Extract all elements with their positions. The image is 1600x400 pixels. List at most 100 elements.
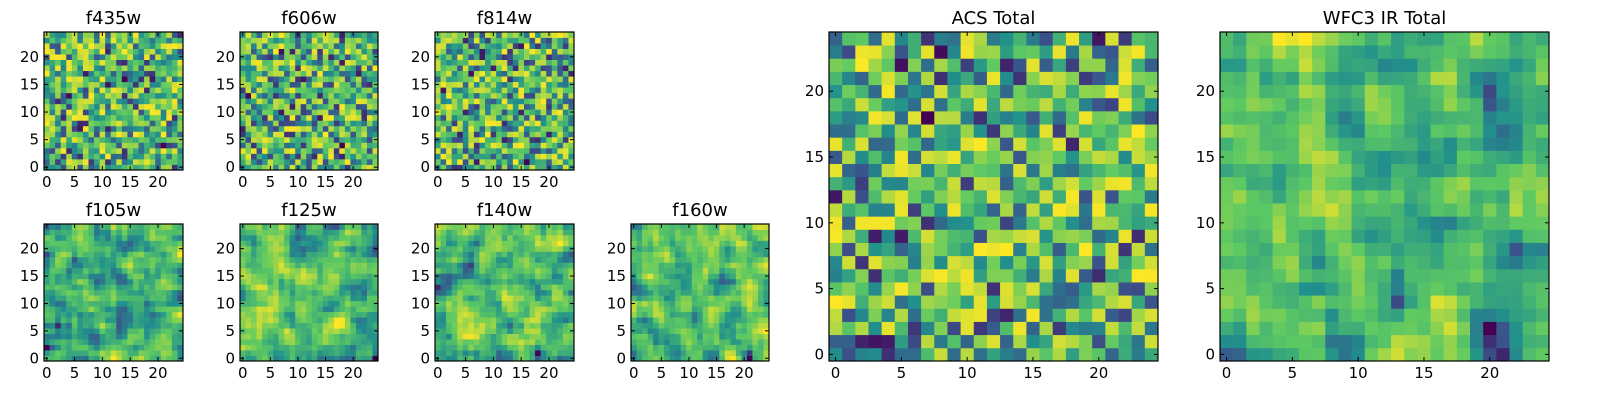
heatmap-cell <box>752 240 759 247</box>
heatmap-cell <box>435 284 441 291</box>
heatmap-cell <box>468 284 475 291</box>
heatmap-cell <box>171 322 178 329</box>
heatmap-cell <box>278 333 285 340</box>
heatmap-cell <box>535 65 542 72</box>
heatmap-cell <box>636 300 643 307</box>
heatmap-cell <box>658 322 665 329</box>
heatmap-cell <box>66 37 73 44</box>
heatmap-cell <box>675 273 682 280</box>
heatmap-cell <box>642 311 648 318</box>
heatmap-cell <box>149 273 156 280</box>
heatmap-cell <box>440 76 447 83</box>
heatmap-cell <box>149 245 156 252</box>
heatmap-cell <box>300 87 307 94</box>
heatmap-cell <box>121 114 128 121</box>
heatmap-cell <box>284 251 291 258</box>
heatmap-cell <box>1065 163 1080 178</box>
heatmap-cell <box>529 43 536 49</box>
heatmap-cell <box>702 229 709 236</box>
heatmap-cell <box>664 355 671 362</box>
y-tick-label: 0 <box>420 349 430 367</box>
heatmap-cell <box>77 125 84 132</box>
heatmap-cell <box>306 229 313 236</box>
heatmap-cell <box>451 32 458 38</box>
heatmap-cell <box>300 92 307 99</box>
heatmap-cell <box>446 317 453 324</box>
heatmap-cell <box>457 333 464 340</box>
heatmap-cell <box>289 120 296 127</box>
heatmap-cell <box>289 37 296 44</box>
heatmap-cell <box>105 136 112 143</box>
heatmap-cell <box>501 300 508 307</box>
heatmap-cell <box>518 245 525 252</box>
heatmap-cell <box>1026 321 1040 336</box>
heatmap-cell <box>647 339 654 345</box>
heatmap-cell <box>278 87 285 94</box>
heatmap-cell <box>507 136 514 143</box>
heatmap-cell <box>110 355 117 362</box>
heatmap-cell <box>317 284 324 291</box>
heatmap-cell <box>468 273 475 280</box>
heatmap-cell <box>60 147 67 154</box>
heatmap-cell <box>551 70 558 77</box>
heatmap-cell <box>240 70 246 77</box>
heatmap-cell <box>757 317 764 324</box>
heatmap-cell <box>468 328 475 334</box>
heatmap-cell <box>1079 334 1093 349</box>
x-tick-label: 15 <box>707 364 726 382</box>
heatmap-cell <box>245 344 252 351</box>
heatmap-cell <box>518 306 525 313</box>
heatmap-cell <box>177 131 184 138</box>
heatmap-cell <box>518 37 525 44</box>
heatmap-cell <box>702 317 709 324</box>
heatmap-cell <box>479 322 486 329</box>
heatmap-cell <box>361 229 368 236</box>
heatmap-cell <box>267 76 274 83</box>
heatmap-cell <box>691 339 698 345</box>
heatmap-cell <box>60 59 67 66</box>
heatmap-cell <box>149 328 156 334</box>
heatmap-cell <box>94 114 100 121</box>
heatmap-cell <box>631 278 637 285</box>
heatmap-cell <box>697 344 704 351</box>
heatmap-cell <box>730 262 737 269</box>
heatmap-cell <box>457 284 464 291</box>
heatmap-cell <box>669 300 676 307</box>
heatmap-cell <box>278 317 285 324</box>
heatmap-cell <box>934 308 948 322</box>
heatmap-cell <box>240 87 246 94</box>
heatmap-cell <box>289 76 296 83</box>
x-tick-label: 10 <box>288 173 307 191</box>
heatmap-cell <box>44 350 50 356</box>
heatmap-cell <box>155 256 162 263</box>
heatmap-cell <box>730 289 737 296</box>
heatmap-cell <box>77 306 84 313</box>
heatmap-cell <box>960 229 975 243</box>
heatmap-cell <box>49 317 56 324</box>
heatmap-cell <box>960 255 975 270</box>
heatmap-cell <box>752 224 759 230</box>
heatmap-cell <box>355 65 362 72</box>
heatmap-cell <box>300 120 307 127</box>
heatmap-cell <box>300 311 307 318</box>
heatmap-cell <box>82 240 89 247</box>
heatmap-cell <box>144 70 151 77</box>
heatmap-cell <box>300 59 307 66</box>
heatmap-cell <box>99 76 106 83</box>
heatmap-cell <box>691 273 698 280</box>
heatmap-cell <box>724 311 731 318</box>
x-tick-label: 15 <box>121 173 140 191</box>
heatmap-cell <box>77 43 84 49</box>
heatmap-cell <box>562 32 569 38</box>
heatmap-cell <box>507 339 514 345</box>
heatmap-cell <box>262 234 268 241</box>
heatmap-cell <box>490 76 497 83</box>
heatmap-cell <box>66 114 73 121</box>
heatmap-cell <box>94 59 100 66</box>
heatmap-cell <box>366 333 373 340</box>
heatmap-cell <box>557 295 564 302</box>
heatmap-cell <box>344 278 351 285</box>
heatmap-cell <box>485 81 491 88</box>
heatmap-cell <box>907 176 922 191</box>
heatmap-cell <box>658 333 665 340</box>
